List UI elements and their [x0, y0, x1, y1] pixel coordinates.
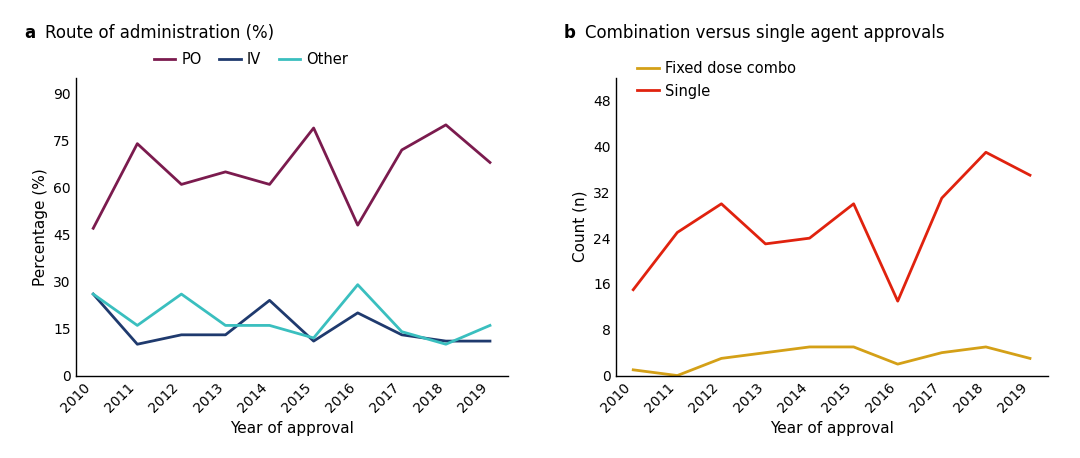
- Y-axis label: Count (n): Count (n): [572, 191, 588, 262]
- Legend: Fixed dose combo, Single: Fixed dose combo, Single: [632, 55, 802, 104]
- Text: b: b: [564, 24, 576, 42]
- Y-axis label: Percentage (%): Percentage (%): [32, 168, 48, 286]
- Text: Combination versus single agent approvals: Combination versus single agent approval…: [585, 24, 945, 42]
- Legend: PO, IV, Other: PO, IV, Other: [148, 46, 354, 73]
- X-axis label: Year of approval: Year of approval: [230, 421, 353, 436]
- Text: a: a: [24, 24, 35, 42]
- Text: Route of administration (%): Route of administration (%): [45, 24, 274, 42]
- X-axis label: Year of approval: Year of approval: [770, 421, 893, 436]
